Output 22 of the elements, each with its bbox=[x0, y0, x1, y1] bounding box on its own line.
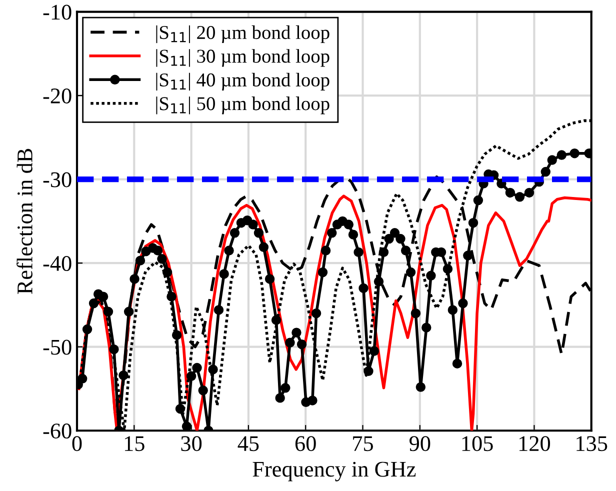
x-tick-label: 45 bbox=[238, 436, 259, 452]
x-axis-title: Frequency in GHz bbox=[252, 462, 416, 482]
y-tick-label: -40 bbox=[43, 256, 72, 272]
legend-label: |S$_{11}$| 50 µm bond loop bbox=[156, 96, 330, 114]
x-tick-label: 75 bbox=[353, 436, 373, 452]
x-tick-label: 15 bbox=[124, 436, 144, 452]
x-tick-label: 120 bbox=[519, 436, 550, 452]
y-tick-label: -10 bbox=[43, 4, 72, 20]
y-tick-label: -50 bbox=[43, 340, 72, 355]
y-tick-label: -30 bbox=[43, 172, 72, 188]
x-tick-label: 105 bbox=[462, 436, 493, 452]
x-tick-label: 60 bbox=[295, 436, 316, 452]
x-tick-label: 90 bbox=[410, 436, 430, 452]
x-tick-label: 0 bbox=[72, 436, 82, 452]
y-tick-label: -60 bbox=[43, 424, 72, 439]
y-tick-label: -20 bbox=[43, 88, 72, 104]
x-tick-label: 30 bbox=[181, 436, 202, 452]
legend-label: |S$_{11}$| 40 µm bond loop bbox=[156, 72, 330, 91]
x-tick-label: 135 bbox=[576, 436, 608, 452]
legend-label: |S$_{11}$| 30 µm bond loop bbox=[156, 49, 330, 67]
y-axis-title: Reflection in dB bbox=[16, 148, 32, 294]
legend-label: |S$_{11}$| 20 µm bond loop bbox=[156, 25, 330, 44]
